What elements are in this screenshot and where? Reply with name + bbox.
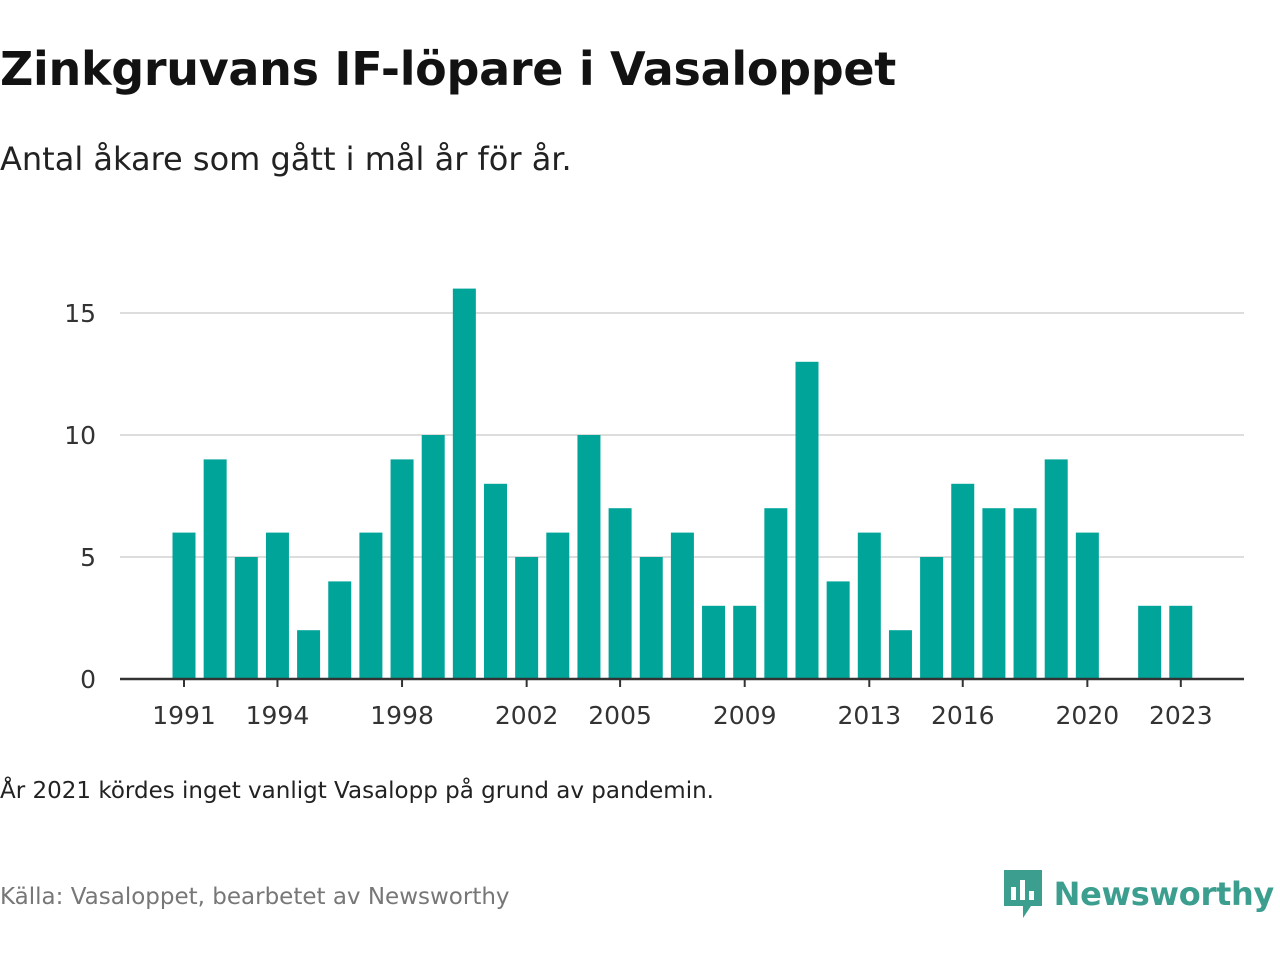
footnote: År 2021 kördes inget vanligt Vasalopp på… — [0, 778, 714, 804]
source-credit: Källa: Vasaloppet, bearbetet av Newswort… — [0, 884, 510, 910]
bar — [1013, 508, 1037, 679]
bar — [577, 435, 601, 679]
bar — [1075, 532, 1099, 679]
y-tick-label: 10 — [64, 421, 96, 450]
y-tick-label: 15 — [64, 299, 96, 328]
x-tick-label: 2023 — [1149, 701, 1213, 730]
bar-chart: 0 5 10 15 1991 1994 1998 2002 2005 2009 2013 2016 2… — [64, 288, 1244, 730]
bar — [826, 581, 850, 679]
x-tick-label: 2020 — [1056, 701, 1120, 730]
bar — [390, 459, 414, 679]
x-tick-label: 1991 — [152, 701, 216, 730]
bar — [1044, 459, 1068, 679]
bar — [951, 483, 975, 679]
bar — [639, 557, 663, 679]
bar — [764, 508, 788, 679]
x-tick-label: 2005 — [588, 701, 652, 730]
bar — [452, 288, 476, 679]
bar — [234, 557, 258, 679]
y-axis-ticks: 0 5 10 15 — [64, 299, 96, 694]
x-tick-label: 2016 — [931, 701, 995, 730]
y-tick-label: 5 — [80, 543, 96, 572]
brand-logo: Newsworthy — [1003, 870, 1275, 918]
bar — [857, 532, 881, 679]
x-tick-label: 2009 — [713, 701, 777, 730]
bar — [702, 605, 726, 679]
bar — [265, 532, 289, 679]
bar — [546, 532, 570, 679]
bar — [328, 581, 352, 679]
bar — [515, 557, 539, 679]
x-tick-label: 1994 — [246, 701, 310, 730]
chart-subtitle: Antal åkare som gått i mål år för år. — [0, 140, 572, 178]
x-tick-label: 2002 — [495, 701, 559, 730]
bar — [203, 459, 227, 679]
bar — [484, 483, 507, 679]
bar — [172, 532, 196, 679]
bar — [1169, 605, 1193, 679]
bar — [297, 630, 321, 679]
x-axis-ticks: 1991 1994 1998 2002 2005 2009 2013 2016 2020 2023 — [152, 679, 1213, 730]
bar — [1138, 605, 1162, 679]
bar — [421, 435, 445, 679]
newsworthy-logo-icon — [1003, 870, 1042, 918]
bars — [172, 288, 1193, 679]
bar — [982, 508, 1006, 679]
bar — [920, 557, 944, 679]
chart-title: Zinkgruvans IF-löpare i Vasaloppet — [0, 42, 896, 96]
y-tick-label: 0 — [80, 665, 96, 694]
brand-name: Newsworthy — [1053, 875, 1275, 913]
bar — [888, 630, 912, 679]
bar — [670, 532, 694, 679]
bar — [608, 508, 632, 679]
bar — [359, 532, 383, 679]
x-tick-label: 2013 — [837, 701, 901, 730]
bar — [733, 605, 757, 679]
x-tick-label: 1998 — [370, 701, 434, 730]
gridlines — [120, 312, 1244, 558]
bar — [795, 361, 819, 679]
